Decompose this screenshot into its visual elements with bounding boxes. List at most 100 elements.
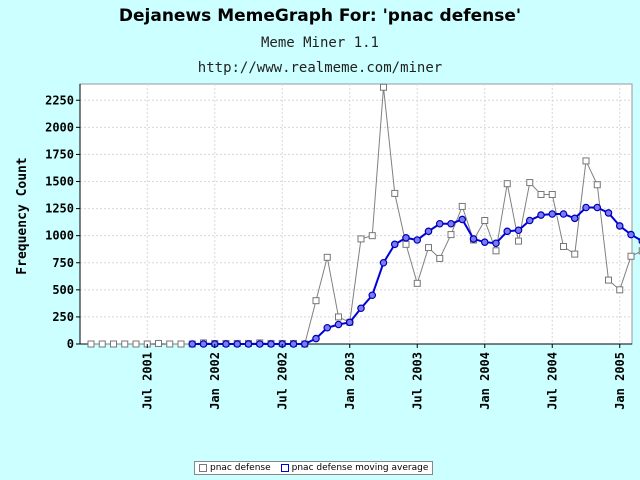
x-tick-label: Jan 2002 xyxy=(208,352,222,410)
average-series-point xyxy=(300,340,309,348)
legend-item-raw: pnac defense xyxy=(199,463,271,473)
legend: pnac defense pnac defense moving average xyxy=(194,461,434,475)
average-series-point xyxy=(334,320,343,329)
y-tick-label: 1750 xyxy=(45,147,74,161)
raw-series-point xyxy=(368,232,376,240)
average-series-point xyxy=(379,258,388,267)
x-tick-label: Jan 2004 xyxy=(478,352,492,410)
raw-series-point xyxy=(87,340,95,348)
raw-series-point xyxy=(98,340,106,348)
chart-title: Dejanews MemeGraph For: 'pnac defense' xyxy=(118,6,522,26)
raw-series-point xyxy=(312,297,320,305)
y-tick-label: 750 xyxy=(52,256,74,270)
y-tick-label: 1000 xyxy=(45,229,74,243)
x-tick-label: Jan 2003 xyxy=(343,352,357,410)
average-series-point xyxy=(559,210,568,218)
raw-series-point xyxy=(503,180,511,188)
average-series-point xyxy=(514,226,523,235)
raw-series-point xyxy=(357,235,365,243)
average-series-point xyxy=(323,323,332,332)
average-series-point xyxy=(525,216,534,225)
average-series-point xyxy=(345,318,354,327)
chart-url: http://www.realmeme.com/miner xyxy=(197,60,443,76)
raw-series-point xyxy=(582,157,590,165)
raw-series-point xyxy=(121,340,129,348)
legend-label-average: pnac defense moving average xyxy=(291,463,429,473)
raw-series-point xyxy=(335,313,342,321)
raw-series-point xyxy=(436,254,444,262)
legend-item-average: pnac defense moving average xyxy=(280,463,429,473)
raw-series-point xyxy=(132,340,140,348)
raw-series-point xyxy=(323,253,331,261)
legend-circle-icon xyxy=(280,464,289,472)
y-axis-label: Frequency Count xyxy=(15,157,30,274)
raw-series-point xyxy=(166,340,174,348)
raw-series-point xyxy=(593,181,601,189)
raw-series-point xyxy=(155,339,162,347)
average-series-point xyxy=(435,219,444,228)
raw-series-point xyxy=(402,240,410,248)
raw-series-point xyxy=(627,252,635,260)
raw-series-point xyxy=(605,276,612,284)
average-series-point xyxy=(402,234,410,242)
average-series-point xyxy=(615,222,624,230)
raw-series-point xyxy=(177,340,185,348)
raw-series-point xyxy=(537,191,545,198)
raw-series-point xyxy=(458,202,466,210)
legend-square-icon xyxy=(199,464,207,472)
raw-series-point xyxy=(492,247,500,255)
average-series-point xyxy=(627,230,635,239)
y-tick-label: 2000 xyxy=(45,120,74,134)
raw-series-point xyxy=(548,191,556,198)
average-series-point xyxy=(390,240,399,249)
average-series-point xyxy=(188,340,197,348)
raw-series-point xyxy=(413,279,421,287)
y-tick-label: 2250 xyxy=(45,93,74,107)
average-series-point xyxy=(570,214,579,223)
raw-series-point xyxy=(515,237,522,245)
average-series-point xyxy=(289,340,298,348)
average-series-point xyxy=(312,334,320,343)
average-series-point xyxy=(492,239,500,248)
average-series-point xyxy=(255,340,264,348)
average-series-point xyxy=(413,236,422,244)
average-series-point xyxy=(537,211,545,219)
average-series-point xyxy=(582,203,590,212)
raw-series-point xyxy=(110,340,117,348)
y-tick-label: 0 xyxy=(67,337,74,351)
average-series-point xyxy=(458,215,467,224)
y-tick-label: 500 xyxy=(52,283,74,297)
average-series-point xyxy=(469,235,478,243)
raw-series-point xyxy=(571,250,579,258)
x-tick-label: Jul 2004 xyxy=(545,352,559,410)
average-series-point xyxy=(233,340,242,348)
y-tick-label: 1250 xyxy=(45,202,74,216)
average-series-point xyxy=(447,219,455,228)
average-series-point xyxy=(548,210,557,218)
average-series-point xyxy=(368,291,377,300)
average-series-point xyxy=(503,227,512,236)
raw-series-point xyxy=(425,244,432,252)
raw-series-point xyxy=(481,217,489,224)
average-series-point xyxy=(593,203,602,212)
average-series-point xyxy=(267,340,275,348)
raw-series-point xyxy=(616,286,624,294)
raw-series-point xyxy=(526,179,534,187)
x-tick-label: Jul 2003 xyxy=(410,352,424,410)
average-series-point xyxy=(244,340,253,348)
x-tick-label: Jul 2001 xyxy=(140,352,154,410)
raw-series-point xyxy=(447,231,455,239)
raw-series-point xyxy=(380,83,387,91)
x-tick-label: Jul 2002 xyxy=(275,352,289,410)
average-series-point xyxy=(357,304,365,313)
average-series-point xyxy=(222,340,230,348)
average-series-point xyxy=(604,209,613,217)
x-tick-label: Jan 2005 xyxy=(613,352,627,410)
y-tick-label: 1500 xyxy=(45,175,74,189)
average-series-point xyxy=(424,227,433,236)
raw-series-point xyxy=(560,243,567,250)
legend-label-raw: pnac defense xyxy=(210,463,271,473)
y-tick-label: 250 xyxy=(52,310,74,324)
chart-subtitle: Meme Miner 1.1 xyxy=(260,35,379,51)
